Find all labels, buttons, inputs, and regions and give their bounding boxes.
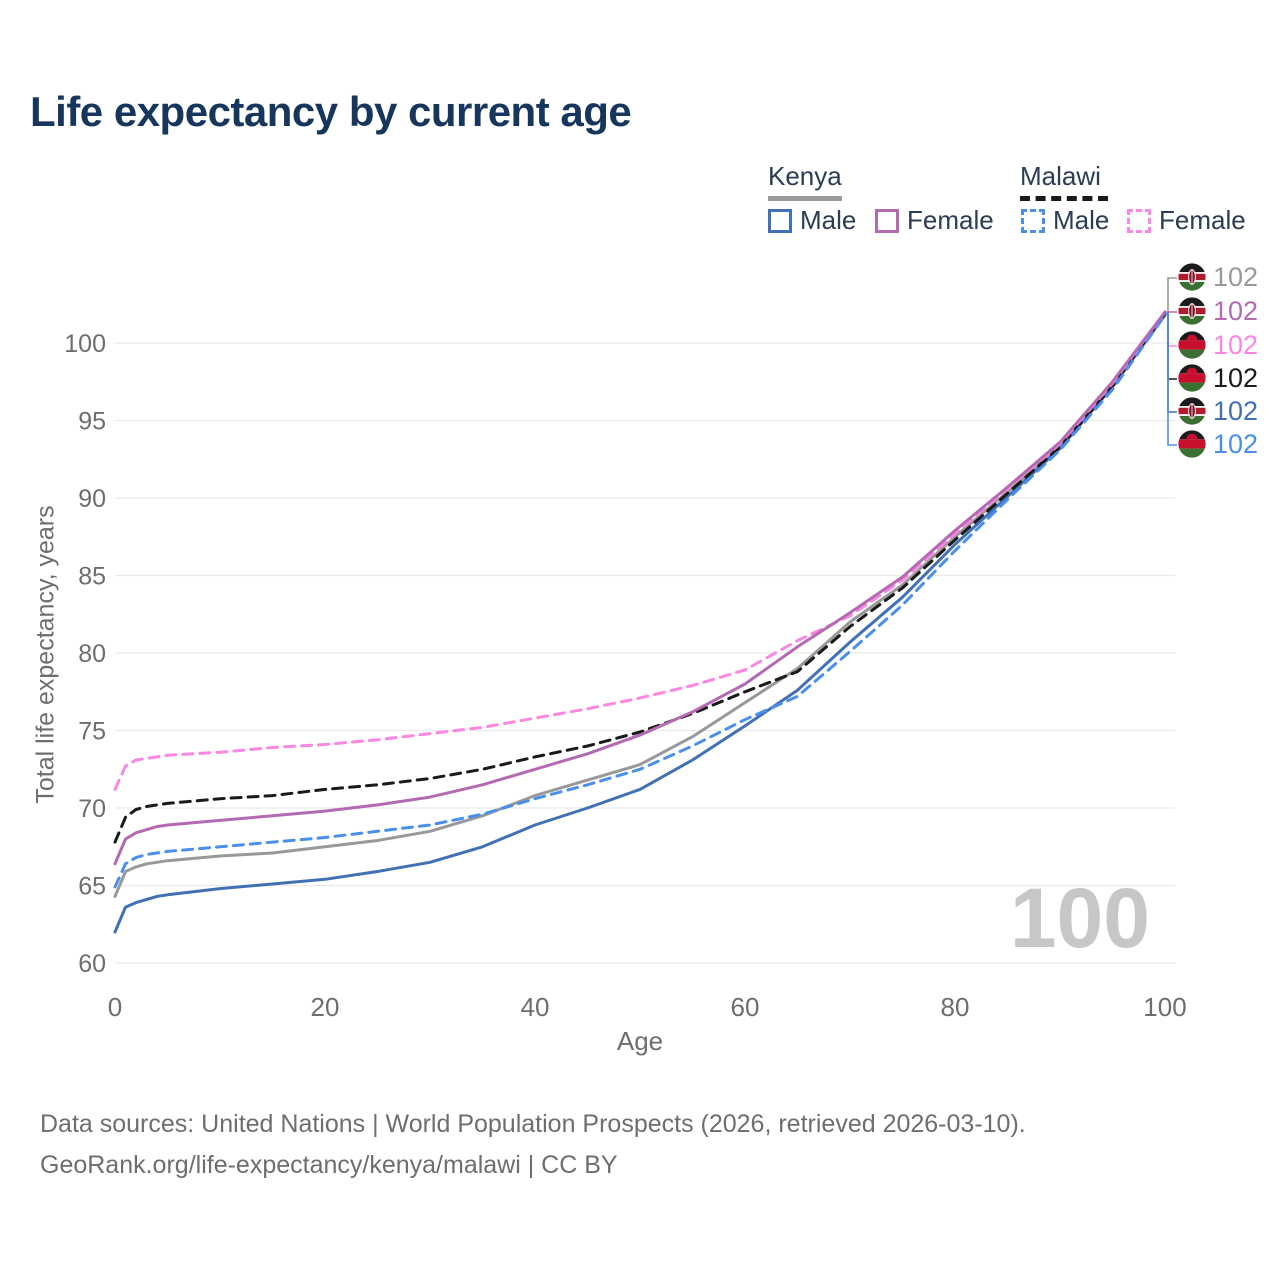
end-label-value: 102 (1213, 296, 1259, 326)
end-label-value: 102 (1213, 396, 1259, 426)
malawi-line-style-swatch (1020, 196, 1108, 201)
x-axis-title: Age (616, 1026, 664, 1056)
legend-label-malawi-male[interactable]: Male (1053, 205, 1110, 235)
y-tick-90: 90 (78, 485, 106, 513)
y-tick-80: 80 (78, 640, 106, 668)
malawi-flag-icon (1178, 364, 1206, 392)
series-line-kenya-female[interactable] (113, 310, 1167, 866)
chart-canvas: 60 65 70 75 80 85 90 95 100 0 20 40 60 80 100 (64, 277, 1187, 1022)
end-label-value: 102 (1213, 330, 1259, 360)
y-tick-75: 75 (78, 718, 106, 746)
end-label-connector (1165, 277, 1177, 315)
age-counter-watermark: 100 (1009, 871, 1150, 965)
malawi-flag-icon (1178, 430, 1206, 458)
kenya-flag-icon (1178, 263, 1206, 291)
legend-group-kenya-title[interactable]: Kenya (768, 161, 842, 191)
kenya-line-style-swatch (768, 196, 842, 201)
end-label-value: 102 (1213, 429, 1259, 459)
legend-label-kenya-female[interactable]: Female (907, 205, 994, 235)
x-tick-20: 20 (311, 992, 340, 1022)
x-tick-100: 100 (1143, 992, 1186, 1022)
series-end-label: 102 (1178, 297, 1258, 325)
series-line-malawi-male[interactable] (113, 313, 1167, 889)
footer-url: GeoRank.org/life-expectancy/kenya/malawi… (40, 1151, 618, 1179)
end-label-value: 102 (1213, 363, 1259, 393)
series-end-label: 102 (1178, 430, 1258, 458)
legend-label-malawi-female[interactable]: Female (1159, 205, 1246, 235)
end-label-value: 102 (1213, 262, 1259, 292)
x-tick-80: 80 (941, 992, 970, 1022)
footer-sources: Data sources: United Nations | World Pop… (40, 1110, 1026, 1138)
series-end-label: 102 (1178, 397, 1258, 425)
x-tick-40: 40 (521, 992, 550, 1022)
kenya-flag-icon (1178, 397, 1206, 425)
legend-swatch-kenya-male[interactable] (768, 209, 792, 233)
series-line-malawi-female[interactable] (113, 310, 1167, 791)
legend-swatch-malawi-male[interactable] (1021, 209, 1045, 233)
series-end-label: 102 (1178, 331, 1258, 359)
end-label-connector (1165, 312, 1177, 446)
y-tick-100: 100 (64, 330, 106, 358)
footer: Data sources: United Nations | World Pop… (40, 1104, 1026, 1186)
legend-swatch-kenya-female[interactable] (875, 209, 899, 233)
y-tick-95: 95 (78, 408, 106, 436)
y-axis-title: Total life expectancy, years (31, 505, 60, 804)
series-line-kenya-male[interactable] (113, 313, 1167, 934)
series-line-malawi-all[interactable] (113, 312, 1167, 844)
legend-swatch-malawi-female[interactable] (1127, 209, 1151, 233)
end-label-connector (1165, 312, 1177, 347)
series-end-label: 102 (1178, 263, 1258, 291)
series-end-label: 102 (1178, 364, 1258, 392)
kenya-flag-icon (1178, 297, 1206, 325)
x-tick-60: 60 (731, 992, 760, 1022)
legend-group-malawi-title[interactable]: Malawi (1020, 161, 1101, 191)
y-tick-85: 85 (78, 563, 106, 591)
page-title: Life expectancy by current age (30, 88, 632, 135)
y-tick-65: 65 (78, 873, 106, 901)
y-tick-60: 60 (78, 950, 106, 978)
x-tick-0: 0 (108, 992, 122, 1022)
legend-label-kenya-male[interactable]: Male (800, 205, 857, 235)
end-label-connector (1165, 312, 1177, 413)
y-tick-70: 70 (78, 795, 106, 823)
malawi-flag-icon (1178, 331, 1206, 359)
series-line-kenya-all[interactable] (113, 312, 1167, 898)
